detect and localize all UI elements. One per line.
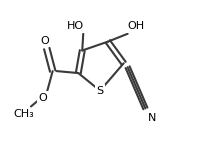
Text: OH: OH: [127, 21, 144, 31]
Text: N: N: [148, 113, 157, 123]
Text: O: O: [38, 93, 47, 103]
Text: O: O: [40, 36, 49, 46]
Text: HO: HO: [67, 21, 84, 31]
Text: CH₃: CH₃: [14, 109, 35, 119]
Text: S: S: [96, 86, 104, 96]
